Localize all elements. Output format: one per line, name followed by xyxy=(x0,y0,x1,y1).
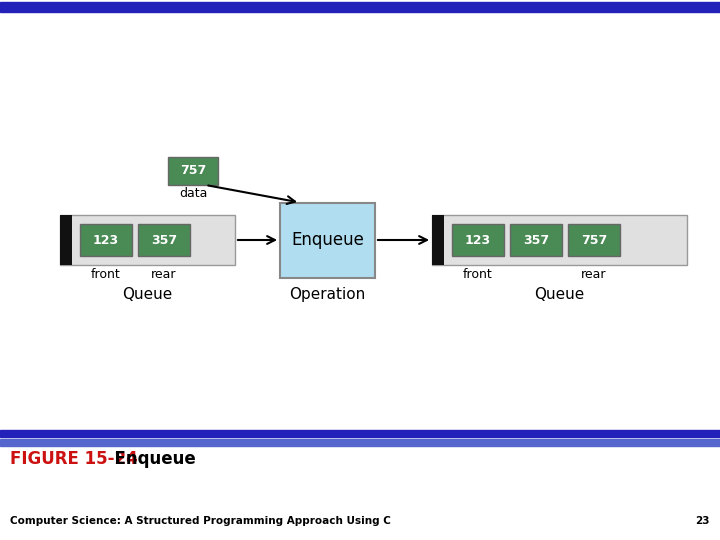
Bar xyxy=(80,224,132,256)
Text: 357: 357 xyxy=(151,233,177,246)
Text: 757: 757 xyxy=(180,165,206,178)
Text: 23: 23 xyxy=(696,516,710,526)
Text: Queue: Queue xyxy=(534,287,585,302)
Bar xyxy=(0,439,720,446)
Bar xyxy=(0,2,720,12)
Bar xyxy=(168,157,218,185)
Text: Computer Science: A Structured Programming Approach Using C: Computer Science: A Structured Programmi… xyxy=(10,516,391,526)
Text: Enqueue: Enqueue xyxy=(291,231,364,249)
Text: 757: 757 xyxy=(581,233,607,246)
Bar xyxy=(280,202,375,278)
Bar xyxy=(432,215,687,265)
Text: FIGURE 15-24: FIGURE 15-24 xyxy=(10,450,138,468)
Text: 123: 123 xyxy=(465,233,491,246)
Bar xyxy=(60,215,235,265)
Text: Operation: Operation xyxy=(289,287,366,302)
Text: 357: 357 xyxy=(523,233,549,246)
Bar xyxy=(568,224,620,256)
Text: data: data xyxy=(179,187,207,200)
Bar xyxy=(432,215,444,265)
Bar xyxy=(510,224,562,256)
Text: front: front xyxy=(91,268,121,281)
Text: rear: rear xyxy=(151,268,176,281)
Text: Enqueue: Enqueue xyxy=(103,450,196,468)
Text: front: front xyxy=(463,268,493,281)
Bar xyxy=(60,215,72,265)
Bar xyxy=(0,430,720,437)
Bar xyxy=(452,224,504,256)
Text: rear: rear xyxy=(581,268,607,281)
Bar xyxy=(138,224,190,256)
Text: 123: 123 xyxy=(93,233,119,246)
Text: Queue: Queue xyxy=(122,287,173,302)
